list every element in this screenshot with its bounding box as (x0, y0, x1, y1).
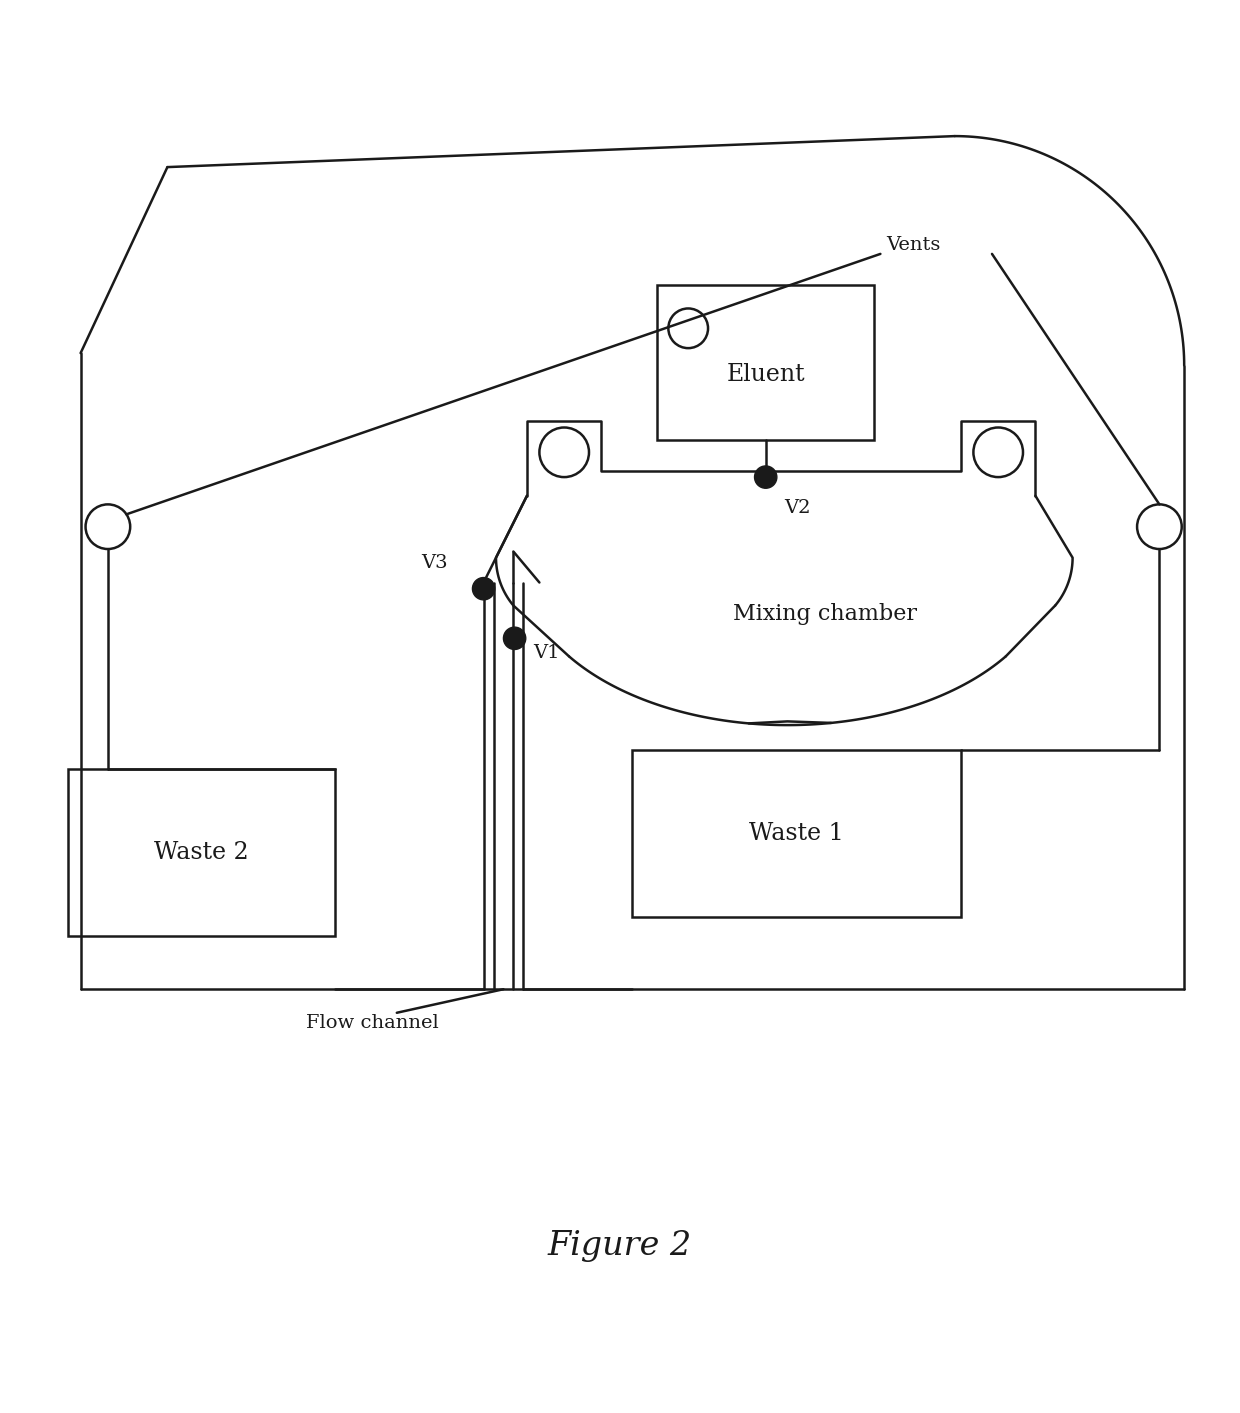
Text: Eluent: Eluent (727, 363, 805, 386)
Text: Flow channel: Flow channel (305, 1013, 439, 1031)
Text: Waste 2: Waste 2 (154, 841, 249, 863)
Bar (68, 769, 335, 935)
Text: Figure 2: Figure 2 (548, 1229, 692, 1262)
Text: V2: V2 (785, 499, 811, 517)
Bar (657, 285, 874, 439)
Circle shape (472, 578, 495, 601)
Circle shape (503, 627, 526, 650)
Text: V1: V1 (533, 644, 559, 663)
Text: V3: V3 (422, 554, 448, 572)
Bar (632, 750, 961, 917)
Text: Mixing chamber: Mixing chamber (733, 602, 916, 625)
Text: Waste 1: Waste 1 (749, 822, 844, 845)
Circle shape (754, 466, 776, 489)
Text: Vents: Vents (887, 236, 941, 254)
